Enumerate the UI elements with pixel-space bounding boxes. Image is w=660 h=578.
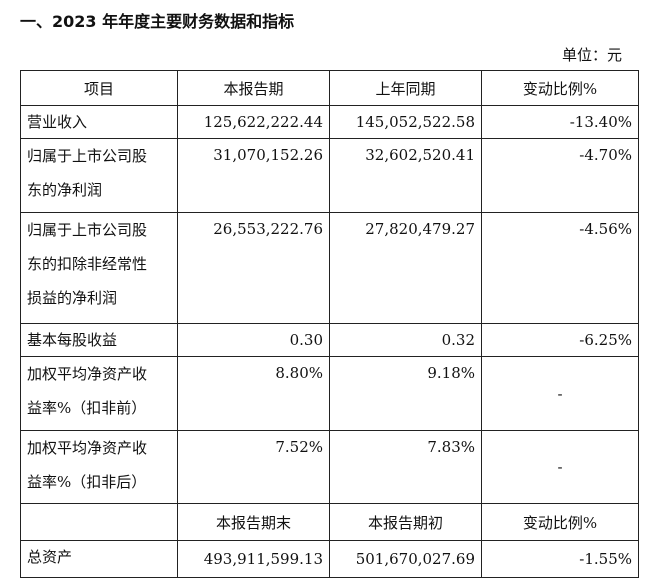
header-period-end: 本报告期末 <box>177 503 330 541</box>
row-item-label: 总资产 <box>20 540 178 578</box>
change-value: - <box>481 356 639 431</box>
row-item-label: 营业收入 <box>20 105 178 139</box>
table-subheader-row: 本报告期末 本报告期初 变动比例% <box>20 503 639 541</box>
header-item: 项目 <box>20 70 178 106</box>
table-row: 归属于上市公司股 东的扣除非经常性 损益的净利润 26,553,222.76 2… <box>20 212 639 324</box>
change-value: - <box>481 430 639 504</box>
row-item-label: 加权平均净资产收 益率%（扣非前） <box>20 356 178 431</box>
current-value: 26,553,222.76 <box>177 212 330 324</box>
table-header-row: 项目 本报告期 上年同期 变动比例% <box>20 70 639 106</box>
period-begin-value: 501,670,027.69 <box>329 540 482 578</box>
header-period-begin: 本报告期初 <box>329 503 482 541</box>
row-item-label: 归属于上市公司股 东的净利润 <box>20 138 178 213</box>
header-current-period: 本报告期 <box>177 70 330 106</box>
period-end-value: 493,911,599.13 <box>177 540 330 578</box>
unit-label: 单位：元 <box>561 46 622 64</box>
current-value: 7.52% <box>177 430 330 504</box>
table-row: 基本每股收益 0.30 0.32 -6.25% <box>20 323 639 357</box>
header-change-ratio: 变动比例% <box>481 70 639 106</box>
current-value: 125,622,222.44 <box>177 105 330 139</box>
table-row: 加权平均净资产收 益率%（扣非后） 7.52% 7.83% - <box>20 430 639 504</box>
current-value: 8.80% <box>177 356 330 431</box>
row-item-label: 基本每股收益 <box>20 323 178 357</box>
table-row: 归属于上市公司股 东的净利润 31,070,152.26 32,602,520.… <box>20 138 639 213</box>
current-value: 31,070,152.26 <box>177 138 330 213</box>
change-value: -4.70% <box>481 138 639 213</box>
previous-value: 7.83% <box>329 430 482 504</box>
table-row: 总资产 493,911,599.13 501,670,027.69 -1.55% <box>20 540 639 578</box>
table-row: 加权平均净资产收 益率%（扣非前） 8.80% 9.18% - <box>20 356 639 431</box>
previous-value: 145,052,522.58 <box>329 105 482 139</box>
change-value: -6.25% <box>481 323 639 357</box>
current-value: 0.30 <box>177 323 330 357</box>
section-title: 一、2023 年年度主要财务数据和指标 <box>20 12 295 31</box>
subheader-empty <box>20 503 178 541</box>
previous-value: 0.32 <box>329 323 482 357</box>
previous-value: 9.18% <box>329 356 482 431</box>
change-value: -4.56% <box>481 212 639 324</box>
change-value: -13.40% <box>481 105 639 139</box>
financial-data-table: 项目 本报告期 上年同期 变动比例% 营业收入 125,622,222.44 1… <box>20 70 639 578</box>
row-item-label: 归属于上市公司股 东的扣除非经常性 损益的净利润 <box>20 212 178 324</box>
header-previous-period: 上年同期 <box>329 70 482 106</box>
change-value: -1.55% <box>481 540 639 578</box>
header-change-ratio-2: 变动比例% <box>481 503 639 541</box>
previous-value: 27,820,479.27 <box>329 212 482 324</box>
table-row: 营业收入 125,622,222.44 145,052,522.58 -13.4… <box>20 105 639 139</box>
row-item-label: 加权平均净资产收 益率%（扣非后） <box>20 430 178 504</box>
previous-value: 32,602,520.41 <box>329 138 482 213</box>
